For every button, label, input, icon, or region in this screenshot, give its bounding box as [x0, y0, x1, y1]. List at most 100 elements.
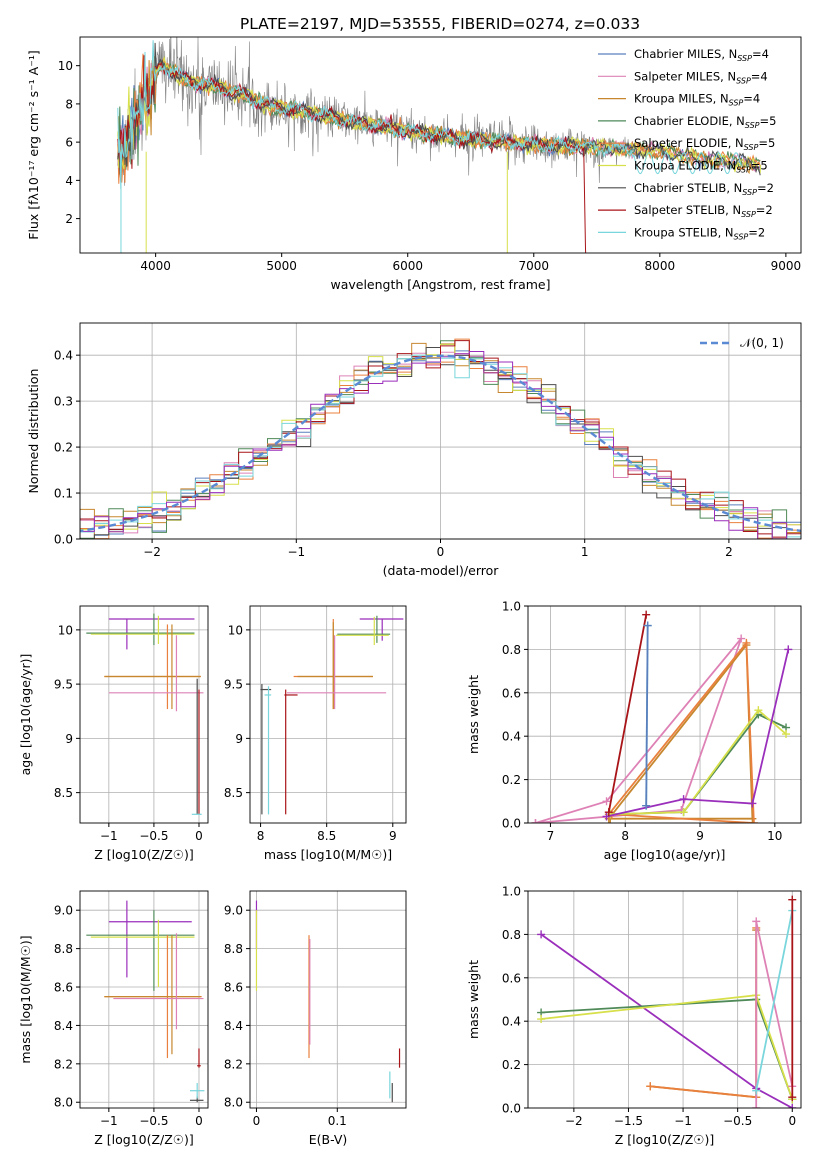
x-tick-label: 8000 [645, 259, 676, 273]
x-axis-label: Z [log10(Z/Z☉)] [615, 1132, 715, 1147]
axes-frame [249, 605, 407, 824]
x-tick-label: −0.5 [139, 829, 168, 843]
y-tick-label: 9.5 [54, 678, 73, 692]
x-tick-label: −2 [565, 1114, 583, 1128]
y-tick-label: 0.2 [502, 1058, 521, 1072]
point-marker [679, 808, 688, 817]
x-tick-label: 10 [767, 829, 782, 843]
point-marker [748, 799, 757, 808]
series-chabrier_miles [645, 625, 649, 806]
axes-frame [79, 605, 209, 824]
y-tick-label: 8.2 [54, 1057, 73, 1071]
plot-area [117, 37, 762, 253]
panel-mass_vs_Z: −1 −0.5 0 8.0 8.2 8.4 8.6 8.8 9.0 Z [log10(Z/Z☉)]… [18, 890, 209, 1147]
x-tick-label: 9 [696, 829, 704, 843]
x-axis-label: wavelength [Angstrom, rest frame] [330, 277, 550, 292]
plot-area [86, 613, 204, 815]
point-marker [788, 1104, 797, 1108]
series-kroupa_stelib [755, 910, 794, 1091]
model-kroupa_stelib [117, 40, 742, 189]
y-tick-label: 8.4 [224, 1019, 243, 1033]
x-tick-label: 8 [621, 829, 629, 843]
x-tick-label: 0 [253, 1114, 261, 1128]
y-axis-label: age [log10(age/yr)] [18, 654, 33, 776]
y-tick-label: 10 [58, 623, 73, 637]
x-tick-label: −0.5 [139, 1114, 168, 1128]
y-tick-label: 0.2 [502, 773, 521, 787]
y-tick-label: 0.4 [502, 730, 521, 744]
y-tick-label: 0.6 [502, 686, 521, 700]
y-tick-label: 6 [65, 136, 73, 150]
x-tick-label: 5000 [266, 259, 297, 273]
legend-label: Kroupa STELIB, NSSP=2 [634, 225, 765, 241]
y-tick-label: 9.0 [54, 904, 73, 918]
series-kroupa_miles [650, 930, 758, 1099]
y-tick-label: 0.0 [502, 817, 521, 831]
y-tick-label: 0.3 [54, 395, 73, 409]
y-tick-label: 0.6 [502, 971, 521, 985]
y-tick-label: 10 [228, 623, 243, 637]
x-axis-label: Z [log10(Z/Z☉)] [94, 1132, 194, 1147]
y-tick-label: 0.4 [54, 349, 73, 363]
legend-label: Chabrier ELODIE, NSSP=5 [634, 114, 776, 130]
plot-area [260, 615, 404, 815]
x-axis-label: Z [log10(Z/Z☉)] [94, 847, 194, 862]
figure-title: PLATE=2197, MJD=53555, FIBERID=0274, z=0… [240, 15, 640, 33]
panel-age_vs_Z: −1 −0.5 0 8.5 9 9.5 10 Z [log10(Z/Z☉)] age [log1… [18, 605, 209, 862]
point-marker [643, 621, 652, 630]
y-axis-label: mass [log10(M/M☉)] [18, 935, 33, 1063]
x-tick-label: −2 [143, 545, 161, 559]
x-tick-label: 8 [257, 829, 265, 843]
legend-label: Salpeter ELODIE, NSSP=5 [634, 136, 775, 152]
x-tick-label: 0 [788, 1114, 796, 1128]
legend: Chabrier MILES, NSSP=4 Salpeter MILES, NS… [598, 47, 776, 241]
x-axis-label: E(B-V) [309, 1132, 348, 1147]
series-purple [606, 649, 790, 818]
point-marker [782, 730, 791, 739]
point-marker [604, 808, 613, 817]
y-tick-label: 8.0 [224, 1096, 243, 1110]
point-marker [788, 1093, 797, 1102]
legend-label: Chabrier STELIB, NSSP=2 [634, 181, 774, 197]
point-marker [537, 1015, 546, 1024]
gridlines [250, 606, 406, 823]
series-kroupa_miles [608, 642, 754, 820]
observed-spectrum [117, 37, 635, 186]
y-tick-label: 0.8 [502, 643, 521, 657]
x-tick-label: 1 [581, 545, 589, 559]
x-tick-label: 4000 [140, 259, 171, 273]
point-marker [748, 814, 757, 823]
series-salpeter_elodie [608, 640, 755, 823]
y-tick-label: 8.2 [224, 1057, 243, 1071]
plot-area [80, 338, 801, 539]
x-axis-label: mass [log10(M/M☉)] [264, 847, 392, 862]
plot-area [537, 895, 797, 1108]
y-axis-label: mass weight [466, 960, 481, 1039]
panel-weight_vs_age: 7 8 9 10 0.0 0.2 0.4 0.6 0.8 1.0 age [log10(age/yr… [466, 600, 802, 862]
x-tick-label: −1 [287, 545, 305, 559]
y-tick-label: 9 [65, 732, 73, 746]
point-marker [602, 812, 611, 821]
y-tick-label: 8.6 [224, 981, 243, 995]
point-marker [642, 801, 651, 810]
plot-area [255, 900, 401, 1103]
gridlines [528, 605, 801, 824]
y-tick-label: 1.0 [502, 600, 521, 614]
y-tick-label: 9 [235, 732, 243, 746]
gridlines [80, 891, 208, 1108]
point-marker [754, 706, 763, 715]
point-marker [752, 917, 761, 926]
x-tick-label: 0 [195, 829, 203, 843]
y-tick-label: 8.8 [54, 942, 73, 956]
y-tick-label: 8.4 [54, 1019, 73, 1033]
y-tick-label: 1.0 [502, 885, 521, 899]
x-tick-label: −1 [100, 829, 118, 843]
y-tick-label: 0.1 [54, 487, 73, 501]
axes-frame [527, 890, 802, 1109]
x-tick-label: 2 [725, 545, 733, 559]
point-marker [531, 819, 540, 823]
gridlines [250, 891, 406, 1108]
y-axis-label: Flux [fλ10⁻¹⁷ erg cm⁻² s⁻¹ A⁻¹] [26, 50, 41, 239]
x-tick-label: 9 [389, 829, 397, 843]
